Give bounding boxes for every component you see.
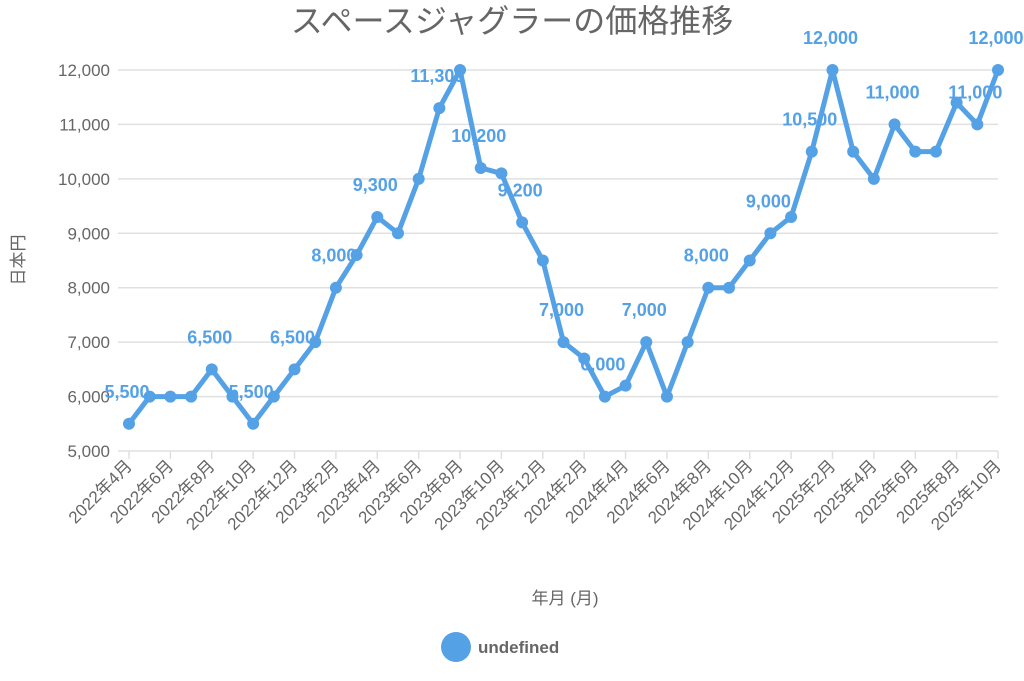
data-point[interactable] xyxy=(226,390,239,403)
data-point[interactable] xyxy=(971,118,984,131)
data-point[interactable] xyxy=(723,281,736,294)
legend-label: undefined xyxy=(478,638,559,657)
data-point[interactable] xyxy=(247,417,260,430)
data-label: 5,500 xyxy=(104,382,149,402)
y-tick-label: 8,000 xyxy=(67,279,110,298)
data-point[interactable] xyxy=(826,64,839,76)
data-point[interactable] xyxy=(267,390,280,403)
data-point[interactable] xyxy=(536,254,549,267)
data-labels: 5,500 6,500 5,500 6,500 8,000 9,300 11,300 10,2… xyxy=(104,28,1023,402)
data-point[interactable] xyxy=(909,145,922,158)
chart-title: スペースジャグラーの価格推移 xyxy=(291,3,734,39)
data-point[interactable] xyxy=(660,390,673,403)
y-tick-label: 7,000 xyxy=(67,333,110,352)
data-point[interactable] xyxy=(350,249,363,262)
data-point[interactable] xyxy=(371,210,384,223)
data-label: 11,000 xyxy=(866,82,920,102)
x-axis-title: 年月 (月) xyxy=(531,589,598,608)
legend-marker xyxy=(441,632,471,662)
data-label: 9,300 xyxy=(353,175,398,195)
data-label: 10,200 xyxy=(451,126,506,146)
data-point[interactable] xyxy=(764,227,777,240)
data-point[interactable] xyxy=(578,352,591,365)
data-label: 12,000 xyxy=(968,28,1023,48)
y-tick-label: 6,000 xyxy=(67,388,110,407)
y-axis-ticks: 5,000 6,000 7,000 8,000 9,000 10,000 11,000 12,… xyxy=(58,61,110,461)
data-label: 7,000 xyxy=(622,300,667,320)
data-point[interactable] xyxy=(702,281,715,294)
data-point[interactable] xyxy=(391,227,404,240)
gridlines xyxy=(118,69,999,459)
data-point[interactable] xyxy=(950,96,963,109)
data-point[interactable] xyxy=(288,363,301,376)
data-point[interactable] xyxy=(516,216,529,229)
data-point[interactable] xyxy=(867,172,880,185)
legend[interactable]: undefined xyxy=(441,632,559,662)
data-point[interactable] xyxy=(495,167,508,180)
series-line xyxy=(123,64,1004,430)
data-point[interactable] xyxy=(743,254,756,267)
data-point[interactable] xyxy=(185,390,198,403)
data-point[interactable] xyxy=(598,390,611,403)
data-point[interactable] xyxy=(164,390,177,403)
data-point[interactable] xyxy=(929,145,942,158)
data-point[interactable] xyxy=(412,172,425,185)
data-label: 5,500 xyxy=(229,382,274,402)
data-label: 11,300 xyxy=(410,66,464,86)
data-point[interactable] xyxy=(205,363,218,376)
data-label: 11,000 xyxy=(948,82,1002,102)
x-axis-ticks: 2022年4月2022年6月2022年8月2022年10月2022年12月202… xyxy=(65,456,1005,534)
data-label: 9,200 xyxy=(498,180,543,200)
data-label: 8,000 xyxy=(684,246,729,266)
data-label: 7,000 xyxy=(539,300,584,320)
data-point[interactable] xyxy=(433,102,446,115)
y-tick-label: 10,000 xyxy=(58,170,110,189)
data-point[interactable] xyxy=(123,417,135,430)
data-label: 6,500 xyxy=(270,327,315,347)
data-label: 8,000 xyxy=(311,246,356,266)
y-tick-label: 5,000 xyxy=(67,442,110,461)
data-point[interactable] xyxy=(785,210,798,223)
data-label: 10,500 xyxy=(782,110,837,130)
data-point[interactable] xyxy=(805,145,818,158)
data-point[interactable] xyxy=(681,336,694,349)
data-point[interactable] xyxy=(640,336,653,349)
data-point[interactable] xyxy=(847,145,860,158)
data-label: 9,000 xyxy=(746,191,791,211)
y-tick-label: 9,000 xyxy=(67,224,110,243)
data-point[interactable] xyxy=(557,336,570,349)
data-point[interactable] xyxy=(309,336,322,349)
data-point[interactable] xyxy=(143,390,156,403)
data-label: 12,000 xyxy=(803,28,858,48)
data-point[interactable] xyxy=(888,118,901,131)
data-point[interactable] xyxy=(329,281,342,294)
data-point[interactable] xyxy=(474,161,487,174)
data-label: 6,000 xyxy=(580,355,625,375)
series-line-path xyxy=(127,67,1001,427)
data-label: 6,500 xyxy=(187,327,232,347)
y-axis-title: 日本円 xyxy=(9,235,28,286)
y-tick-label: 11,000 xyxy=(59,115,110,134)
y-tick-label: 12,000 xyxy=(58,61,110,80)
data-point[interactable] xyxy=(454,64,467,76)
data-point[interactable] xyxy=(992,64,1004,76)
data-point[interactable] xyxy=(619,379,632,392)
